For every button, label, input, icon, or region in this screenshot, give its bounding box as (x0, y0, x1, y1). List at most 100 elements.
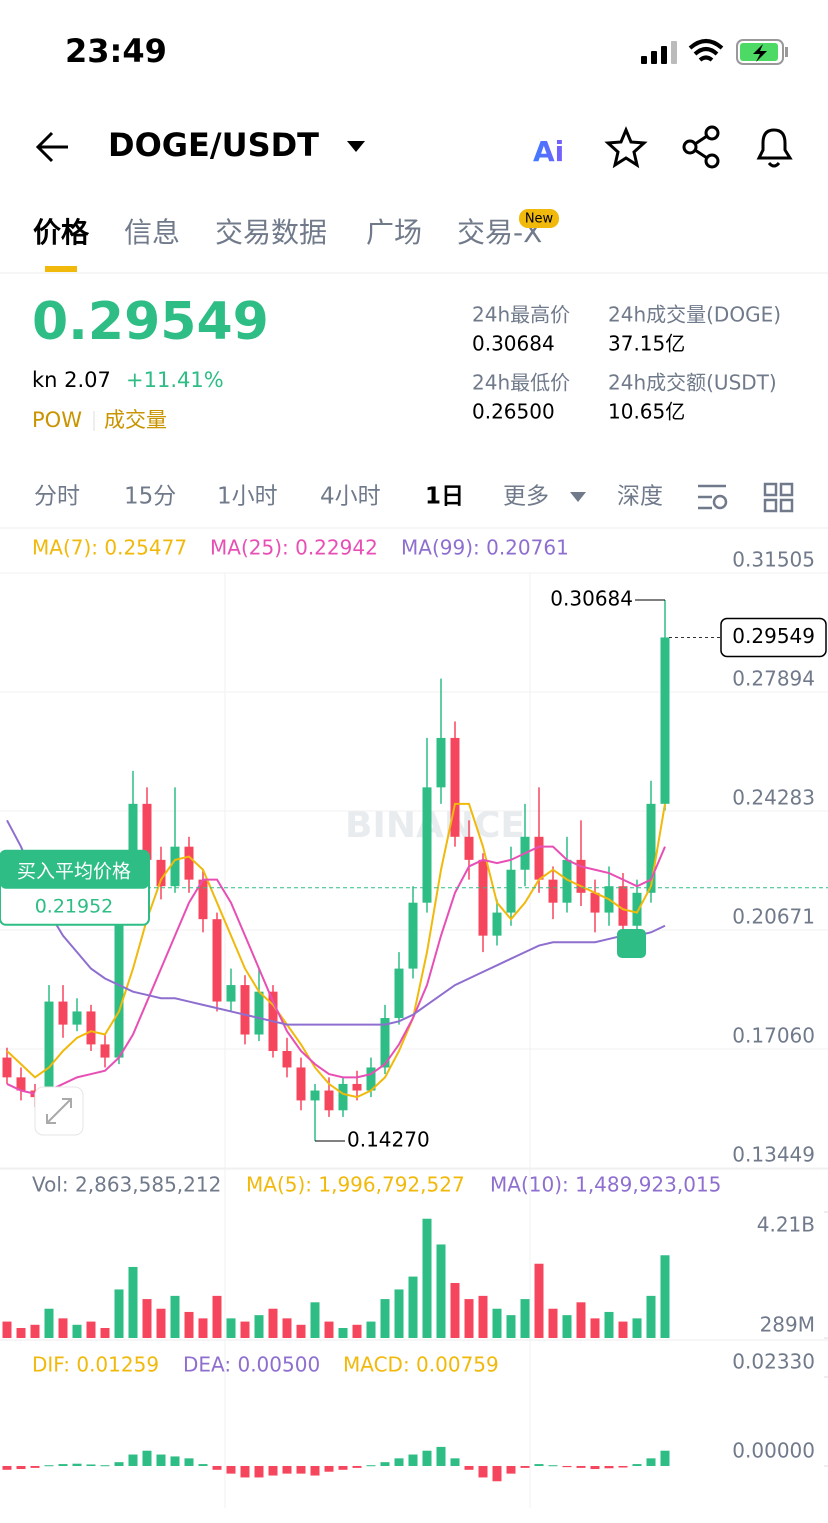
high-marker-label: 0.30684 (550, 587, 633, 611)
stat-label: 24h成交额(USDT) (608, 371, 777, 395)
interval-tab[interactable]: 深度 (617, 484, 663, 510)
low-marker-label: 0.14270 (347, 1127, 430, 1151)
volume-bar (86, 1321, 96, 1338)
macd-bar (436, 1446, 446, 1466)
y-tick-label: 0.13449 (732, 1143, 815, 1167)
pair-dropdown[interactable] (347, 141, 365, 152)
volume-bar (478, 1295, 488, 1338)
volume-bar (310, 1302, 320, 1338)
candle-body (590, 892, 600, 913)
macd-bar (506, 1465, 516, 1474)
candle-body (240, 985, 250, 1035)
volume-bar (44, 1308, 54, 1338)
volume-bar (184, 1311, 194, 1338)
ma-line (6, 819, 666, 1026)
volume-bar (338, 1328, 348, 1338)
layout-button[interactable] (763, 482, 794, 513)
alert-button[interactable] (756, 128, 793, 168)
price-change: +11.41% (126, 368, 224, 392)
candle-body (562, 859, 572, 903)
more-dropdown[interactable] (570, 492, 586, 502)
interval-tab[interactable]: 1日 (425, 484, 464, 510)
last-price-box (720, 617, 827, 658)
tab[interactable]: 广场 (366, 216, 422, 249)
candle-body (506, 869, 516, 913)
tab-bar: 价格 信息 交易数据 广场 交易-X (33, 216, 542, 249)
macd-bar (632, 1464, 642, 1466)
tab[interactable]: 价格 (33, 216, 90, 249)
macd-bar (16, 1465, 26, 1470)
candle-body (86, 1011, 96, 1045)
status-icons (641, 39, 788, 65)
candle-body (380, 1018, 390, 1068)
tag[interactable]: POW (32, 408, 82, 432)
macd-bar (170, 1456, 180, 1466)
volume-bar (128, 1266, 138, 1338)
candle-body (436, 737, 446, 788)
macd-bar (618, 1465, 628, 1468)
tab[interactable]: 信息 (124, 216, 180, 249)
interval-tab[interactable]: 4小时 (320, 484, 381, 510)
volume-bar (58, 1318, 68, 1338)
macd-bar (590, 1465, 600, 1470)
candle-body (338, 1083, 348, 1111)
interval-tab[interactable]: 更多 (503, 484, 549, 510)
interval-tab[interactable]: 15分 (124, 484, 176, 510)
volume-bar (324, 1321, 334, 1338)
share-button[interactable] (682, 125, 720, 169)
macd-bar (310, 1465, 320, 1476)
interval-tab[interactable]: 分时 (34, 484, 80, 510)
interval-tab[interactable]: 1小时 (217, 484, 278, 510)
candle-body (492, 912, 502, 936)
avg-price-value: 0.21952 (35, 895, 114, 917)
macd-bar (352, 1465, 362, 1468)
volume-bar (72, 1324, 82, 1338)
macd-bar (408, 1454, 418, 1466)
volume-bar (30, 1324, 40, 1338)
back-button[interactable] (35, 131, 68, 163)
candle-body (618, 886, 628, 926)
volume-bar (394, 1289, 404, 1338)
tag[interactable]: 成交量 (104, 408, 167, 432)
volume-bar (632, 1318, 642, 1338)
macd-bar (86, 1464, 96, 1466)
macd-bar (156, 1454, 166, 1466)
indicator-settings[interactable] (698, 484, 728, 510)
volume-bar (156, 1308, 166, 1338)
macd-bar (198, 1464, 208, 1466)
ai-button[interactable]: Ai (533, 135, 564, 168)
y-tick-label: 289M (760, 1313, 815, 1337)
macd-bar (212, 1465, 222, 1470)
tab[interactable]: 交易数据 (215, 216, 327, 249)
pair-title[interactable]: DOGE/USDT (108, 126, 319, 164)
volume-bar (226, 1318, 236, 1338)
macd-bar (268, 1465, 278, 1476)
macd-bar (646, 1458, 656, 1466)
expand-button[interactable] (34, 1086, 84, 1136)
last-price-label: 0.29549 (732, 624, 815, 648)
volume-bar (590, 1318, 600, 1338)
macd-bar (338, 1465, 348, 1470)
volume-bar (282, 1318, 292, 1338)
candle-body (324, 1090, 334, 1111)
macd-bar (30, 1465, 40, 1468)
candle-body (632, 892, 642, 926)
vol-legend: Vol: 2,863,585,212 (32, 1173, 221, 1197)
favorite-button[interactable] (604, 126, 648, 169)
volume-bar (646, 1295, 656, 1338)
macd-bar (282, 1465, 292, 1474)
candle-body (44, 1001, 54, 1098)
status-time: 23:49 (65, 32, 167, 70)
macd-legend: DEA: 0.00500 (183, 1353, 320, 1377)
stat-value: 10.65亿 (608, 400, 685, 424)
macd-bar (58, 1464, 68, 1466)
candle-body (478, 859, 488, 936)
volume-bar (142, 1299, 152, 1338)
candle-body (310, 1090, 320, 1101)
volume-bar (604, 1311, 614, 1338)
candle-body (100, 1044, 110, 1058)
candle-body (408, 902, 418, 969)
new-badge (519, 209, 559, 228)
macd-legend: DIF: 0.01259 (32, 1353, 159, 1377)
